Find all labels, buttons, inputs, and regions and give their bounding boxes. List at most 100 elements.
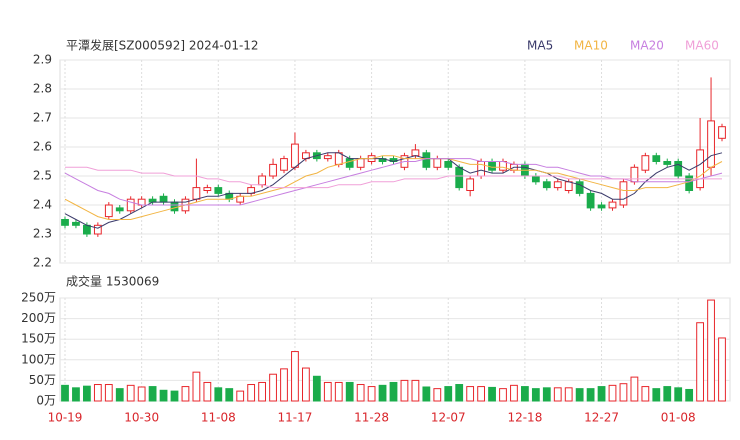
candle-body	[126, 198, 135, 212]
volume-bar	[72, 387, 80, 402]
volume-tick-label: 50万	[29, 373, 56, 387]
candle-body	[104, 204, 113, 218]
candle-body	[455, 166, 464, 189]
volume-bar	[258, 381, 266, 402]
candle-body	[291, 143, 299, 168]
ma-line	[64, 152, 723, 229]
candle-body	[663, 161, 672, 165]
candle-body	[433, 158, 442, 168]
y-tick-label: 2.5	[33, 169, 52, 183]
volume-bar	[137, 386, 146, 402]
candle-body	[411, 149, 420, 157]
y-tick-label: 2.8	[33, 82, 52, 96]
volume-tick-label: 0万	[36, 394, 56, 408]
y-tick-label: 2.2	[33, 256, 52, 270]
volume-bar	[269, 373, 277, 402]
volume-bar	[367, 386, 376, 402]
volume-bar	[707, 299, 715, 402]
volume-bar	[126, 384, 135, 402]
volume-bar	[619, 383, 628, 402]
legend-label: MA20	[630, 39, 664, 53]
candle-body	[564, 181, 573, 192]
volume-bar	[323, 381, 332, 402]
candle-body	[553, 181, 562, 189]
volume-bar	[225, 388, 234, 402]
volume-bar	[356, 384, 365, 402]
candle-body	[356, 158, 365, 168]
candle-body	[345, 158, 354, 168]
candle-body	[597, 204, 606, 209]
legend-label: MA5	[527, 39, 553, 53]
volume-bar	[170, 390, 179, 402]
volume-bar	[542, 387, 551, 402]
candle-body	[159, 195, 168, 203]
y-tick-label: 2.7	[33, 111, 52, 125]
x-tick-label: 12-07	[431, 411, 466, 425]
x-tick-label: 10-19	[48, 411, 83, 425]
candle-body	[718, 126, 726, 139]
volume-bar	[564, 387, 573, 402]
volume-bar	[192, 371, 201, 402]
volume-bar	[61, 384, 69, 402]
volume-bar	[433, 388, 442, 402]
volume-bar	[455, 384, 464, 402]
y-tick-label: 2.6	[33, 140, 52, 154]
x-tick-label: 10-30	[124, 411, 159, 425]
volume-tick-label: 150万	[21, 332, 56, 346]
candle-body	[258, 175, 266, 186]
volume-bar	[444, 386, 453, 402]
candle-body	[488, 161, 496, 171]
volume-tick-label: 200万	[21, 311, 56, 325]
candle-body	[466, 178, 475, 191]
candle-body	[280, 158, 288, 171]
chart-title: 平潭发展[SZ000592] 2024-01-12	[66, 38, 259, 53]
x-tick-label: 11-08	[201, 411, 236, 425]
candle-body	[619, 181, 628, 206]
candle-body	[608, 201, 617, 209]
volume-bar	[378, 384, 387, 402]
candle-body	[685, 175, 694, 191]
volume-tick-label: 100万	[21, 352, 56, 366]
x-tick-label: 12-18	[507, 411, 542, 425]
y-tick-label: 2.3	[33, 227, 52, 241]
volume-bar	[531, 388, 540, 402]
volume-bar	[663, 386, 672, 402]
volume-bar	[499, 388, 507, 402]
volume-bar	[291, 351, 299, 402]
volume-bar	[575, 388, 584, 402]
legend-label: MA60	[685, 39, 719, 53]
candle-body	[93, 224, 102, 235]
volume-bar	[83, 385, 91, 402]
candle-body	[61, 219, 69, 226]
candle-body	[203, 187, 212, 192]
volume-bar	[597, 386, 606, 402]
volume-bar	[148, 386, 157, 402]
x-tick-label: 11-17	[278, 411, 313, 425]
candle-body	[674, 161, 683, 177]
candle-body	[542, 181, 551, 189]
volume-bar	[247, 384, 256, 402]
volume-bar	[422, 386, 431, 402]
volume-bar	[334, 381, 343, 402]
volume-bar	[718, 337, 726, 402]
x-tick-label: 01-08	[661, 411, 696, 425]
candle-body	[696, 149, 704, 189]
legend-label: MA10	[574, 39, 608, 53]
volume-bar	[488, 386, 496, 402]
x-tick-label: 12-27	[584, 411, 619, 425]
candle-body	[72, 221, 80, 226]
volume-bar	[586, 388, 595, 402]
candle-body	[444, 161, 453, 168]
volume-bar	[159, 389, 168, 402]
candle-body	[652, 155, 661, 162]
y-tick-label: 2.4	[33, 198, 52, 212]
volume-bar	[345, 381, 354, 402]
candle-body	[323, 155, 332, 160]
volume-bar	[466, 386, 475, 402]
volume-bar	[608, 384, 617, 402]
volume-bar	[115, 388, 124, 402]
candle-body	[641, 155, 650, 171]
candle-body	[707, 120, 715, 168]
volume-bar	[630, 376, 639, 402]
